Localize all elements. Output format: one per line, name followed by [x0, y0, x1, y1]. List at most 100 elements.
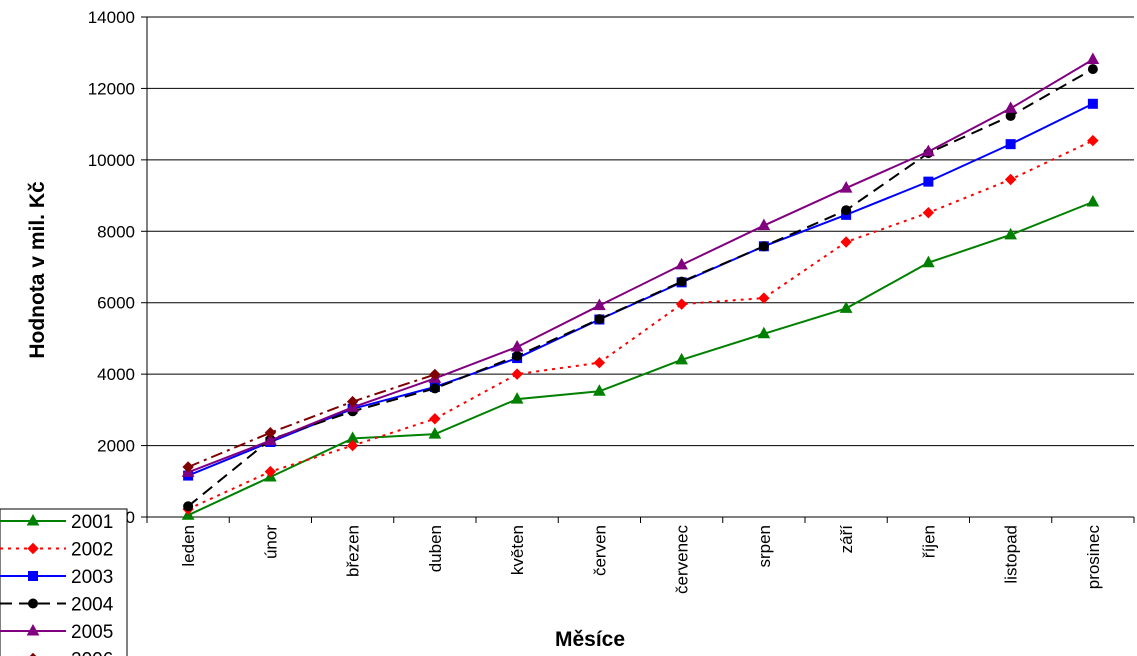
data-point: [676, 276, 687, 287]
data-point: [429, 368, 441, 381]
x-axis-tick-labels: leden únor březen duben květen červen červenec…: [146, 517, 1135, 594]
legend-label: 2005: [71, 622, 113, 643]
legend-item: 2004: [0, 595, 114, 616]
data-point: [1005, 139, 1016, 150]
data-point: [594, 314, 605, 325]
data-point: [922, 255, 935, 268]
y-tick-label: 2000: [97, 437, 135, 456]
legend-label: 2002: [71, 540, 113, 561]
series-line-2004: [187, 68, 1094, 508]
data-point: [428, 427, 442, 439]
data-point: [675, 298, 688, 310]
data-point: [512, 350, 523, 361]
y-axis-title: Hodnota v mil. Kč: [26, 181, 49, 359]
series-line-2005: [187, 58, 1094, 474]
legend-item: 2001: [0, 512, 113, 533]
data-point: [675, 352, 688, 365]
series-2002: [182, 134, 1099, 515]
data-point: [593, 298, 606, 311]
legend-marker: [28, 571, 38, 581]
data-point: [757, 218, 771, 231]
data-point: [1086, 194, 1100, 207]
x-tick-label: červenec: [673, 525, 692, 594]
data-point: [922, 207, 935, 219]
x-tick-label: listopad: [1002, 525, 1021, 584]
x-tick-label: září: [837, 525, 856, 554]
data-point: [841, 205, 852, 216]
data-point: [1087, 134, 1099, 147]
legend-label: 2003: [71, 567, 113, 588]
legend-marker: [27, 542, 39, 555]
legend-item: 2002: [0, 540, 113, 561]
data-point: [264, 433, 277, 446]
legend-label: 2001: [71, 512, 113, 533]
data-point: [510, 339, 524, 352]
x-tick-label: březen: [344, 525, 363, 577]
data-point: [675, 257, 688, 270]
x-tick-label: duben: [426, 525, 445, 572]
legend-item: 2003: [0, 567, 113, 588]
y-tick-label: 8000: [97, 222, 135, 241]
y-tick-label: 4000: [97, 365, 135, 384]
series-line-2001: [187, 201, 1094, 517]
x-tick-label: srpen: [755, 525, 774, 568]
data-point: [510, 392, 524, 404]
data-point: [758, 241, 769, 252]
y-tick-label: 14000: [88, 8, 135, 27]
x-tick-label: únor: [261, 525, 280, 559]
data-point: [839, 181, 853, 193]
data-point: [1087, 98, 1098, 109]
data-point: [758, 292, 770, 304]
x-tick-label: květen: [508, 525, 527, 575]
data-point: [264, 427, 277, 439]
data-point: [346, 395, 359, 408]
y-tick-label: 0: [126, 508, 135, 527]
legend-label: 2006: [71, 650, 113, 656]
data-point: [593, 357, 606, 369]
data-point: [346, 439, 359, 452]
data-point: [264, 465, 277, 478]
data-point: [1087, 64, 1098, 75]
series-line-2002: [187, 139, 1094, 511]
data-point: [922, 144, 935, 157]
series-2006: [182, 368, 441, 473]
plot-area: [146, 17, 1134, 518]
y-axis-tick-labels: 0 2000 4000 6000 8000 10000 12000 14000: [88, 8, 147, 527]
x-axis-title: Měsíce: [555, 628, 625, 651]
data-point: [183, 501, 194, 512]
legend: 2001 2002 2003 2004 2005 2006: [0, 508, 128, 656]
legend-marker: [26, 623, 40, 636]
data-point: [182, 461, 194, 473]
legend-marker: [26, 513, 40, 526]
x-tick-label: říjen: [919, 525, 938, 558]
x-tick-label: leden: [179, 525, 198, 567]
y-tick-label: 6000: [97, 294, 135, 313]
legend-marker: [28, 598, 38, 609]
data-point: [593, 384, 606, 396]
data-point: [511, 368, 523, 380]
x-tick-label: prosinec: [1084, 525, 1103, 590]
legend-item: 2006: [29, 650, 113, 656]
gridlines: [147, 16, 1134, 518]
legend-label: 2004: [71, 595, 114, 616]
data-point: [757, 326, 771, 339]
data-point: [923, 176, 934, 187]
data-point: [1086, 52, 1100, 64]
data-point: [429, 383, 440, 394]
data-point: [1004, 101, 1017, 113]
legend-marker: [29, 652, 37, 656]
y-tick-label: 12000: [88, 79, 135, 98]
data-point: [1004, 227, 1017, 240]
data-point: [839, 301, 853, 313]
series-line-2006: [187, 373, 436, 468]
data-point: [840, 236, 852, 248]
y-tick-label: 10000: [88, 151, 135, 170]
series-2004: [183, 64, 1098, 512]
legend-item: 2005: [0, 622, 113, 643]
series-2001: [181, 194, 1100, 520]
x-tick-label: červen: [590, 525, 609, 576]
series-lines: [181, 52, 1100, 520]
data-point: [1004, 173, 1017, 186]
data-point: [429, 413, 441, 425]
